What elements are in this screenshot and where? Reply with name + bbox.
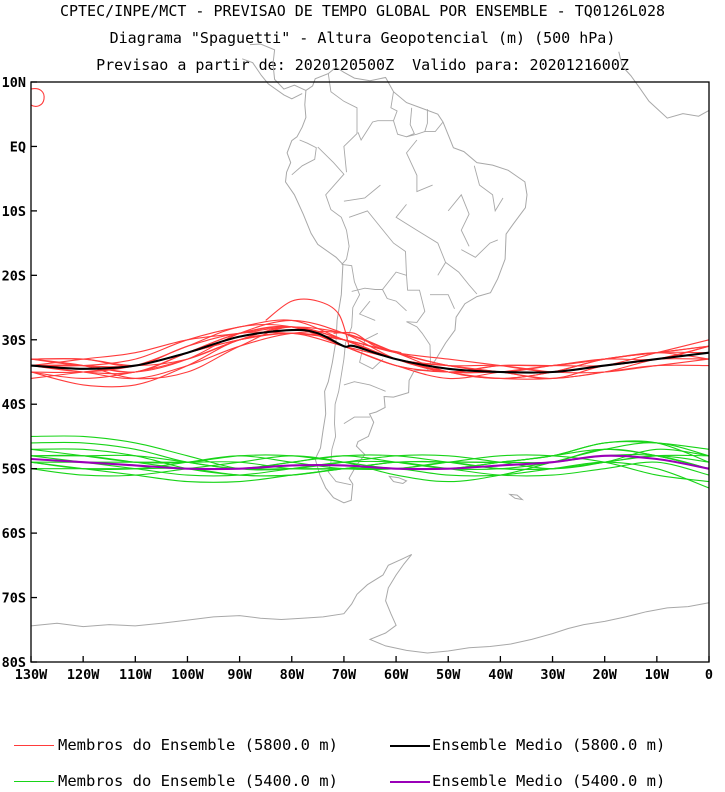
ensemble-medio-5400-0-m-line — [30, 454, 710, 471]
x-tick-label: 40W — [488, 667, 513, 683]
y-tick-label: 50S — [2, 462, 26, 478]
legend-label-mean-5800: Ensemble Medio (5800.0 m) — [432, 736, 666, 754]
x-tick-label: 80W — [280, 667, 305, 683]
country-border — [359, 332, 384, 370]
y-tick-label: 10S — [2, 204, 26, 220]
y-tick-label: EQ — [10, 139, 26, 155]
x-tick-label: 110W — [119, 667, 152, 683]
country-border — [382, 271, 426, 323]
legend-label-members-5400: Membros do Ensemble (5400.0 m) — [58, 772, 338, 790]
coastline-weddell-sea — [368, 554, 710, 654]
country-border — [343, 416, 370, 424]
country-border — [473, 165, 504, 213]
y-tick-label: 60S — [2, 526, 26, 542]
country-border — [406, 321, 431, 364]
y-tick-label: 70S — [2, 591, 26, 607]
country-border — [343, 184, 381, 202]
membros-do-ensemble-5800-0-m-line-7 — [30, 326, 710, 379]
coastline-south-georgia — [508, 493, 525, 501]
plot-frame — [30, 81, 710, 663]
chart-title-line-3: Previsao a partir de: 2020120500Z Valido… — [96, 56, 629, 74]
country-border — [351, 287, 407, 312]
membros-5800-closed-contour — [30, 88, 45, 107]
country-border — [424, 109, 428, 132]
coastline-antarctic-peninsula — [30, 553, 412, 628]
x-tick-label: 120W — [67, 667, 100, 683]
legend-label-members-5800: Membros do Ensemble (5800.0 m) — [58, 736, 338, 754]
membros-do-ensemble-5400-0-m-line-8 — [30, 441, 710, 470]
x-tick-label: 90W — [227, 667, 252, 683]
membros-do-ensemble-5800-0-m-line-12 — [30, 330, 710, 380]
membros-do-ensemble-5800-0-m-line-16 — [333, 331, 402, 354]
legend-swatch-mean-5800 — [390, 745, 430, 747]
country-border — [390, 91, 398, 121]
y-tick-label: 10N — [2, 75, 26, 91]
coastline-falklands — [388, 475, 408, 485]
country-border — [447, 193, 470, 247]
coastline-pacific-panama — [242, 58, 303, 100]
chart-title-line-2: Diagrama "Spaguetti" - Altura Geopotenci… — [109, 29, 616, 47]
chart-title-line-1: CPTEC/INPE/MCT - PREVISAO DE TEMPO GLOBA… — [59, 2, 666, 20]
country-border — [327, 263, 361, 486]
x-tick-label: 0 — [705, 667, 713, 683]
x-tick-label: 130W — [15, 667, 48, 683]
country-border — [461, 239, 498, 258]
x-tick-label: 60W — [384, 667, 409, 683]
membros-do-ensemble-5400-0-m-line-7 — [30, 455, 710, 477]
legend-swatch-members-5400 — [14, 781, 54, 782]
y-tick-label: 20S — [2, 268, 26, 284]
membros-do-ensemble-5400-0-m-line-10 — [30, 454, 710, 470]
x-tick-label: 100W — [171, 667, 204, 683]
country-border — [430, 294, 455, 309]
country-border — [358, 300, 376, 321]
country-border — [406, 107, 415, 138]
country-border — [317, 146, 350, 265]
series-layer — [30, 88, 710, 489]
legend-label-mean-5400: Ensemble Medio (5400.0 m) — [432, 772, 666, 790]
membros-do-ensemble-5800-0-m-line-15 — [265, 298, 350, 347]
basemap — [30, 43, 710, 654]
x-tick-label: 20W — [592, 667, 617, 683]
y-tick-label: 40S — [2, 397, 26, 413]
ensemble-medio-5800-0-m-line — [30, 328, 710, 374]
country-border — [348, 210, 407, 276]
coastline-south-america — [284, 66, 528, 504]
country-border — [395, 204, 447, 276]
y-tick-label: 30S — [2, 333, 26, 349]
coastline-central-america — [249, 43, 307, 91]
legend-swatch-mean-5400 — [390, 781, 430, 783]
coastline-africa — [618, 51, 710, 119]
x-tick-label: 10W — [645, 667, 670, 683]
country-border — [445, 262, 478, 295]
country-border — [357, 120, 444, 141]
y-tick-label: 80S — [2, 655, 26, 671]
x-tick-label: 30W — [540, 667, 565, 683]
country-border — [327, 73, 358, 173]
membros-do-ensemble-5400-0-m-line-12 — [30, 440, 710, 470]
country-border — [343, 381, 386, 392]
country-border — [291, 139, 317, 176]
x-tick-label: 70W — [332, 667, 357, 683]
x-tick-label: 50W — [436, 667, 461, 683]
country-border — [405, 139, 433, 193]
legend-swatch-members-5800 — [14, 745, 54, 746]
